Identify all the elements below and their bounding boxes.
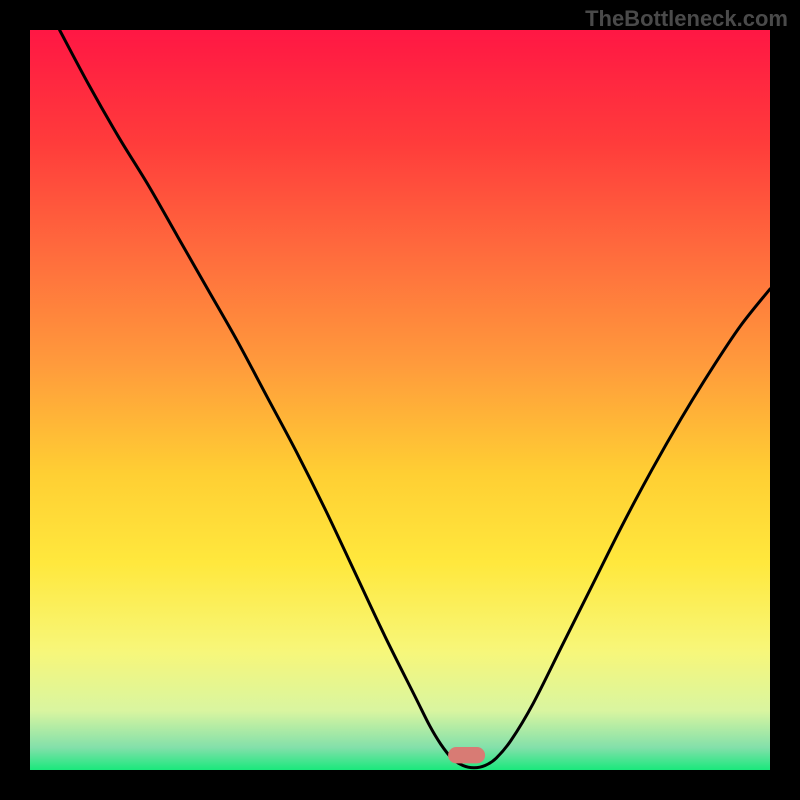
- plot-background: [30, 30, 770, 770]
- optimum-marker: [448, 747, 485, 763]
- plot-svg: [30, 30, 770, 770]
- plot-area: [30, 30, 770, 770]
- watermark-text: TheBottleneck.com: [585, 6, 788, 32]
- chart-container: TheBottleneck.com: [0, 0, 800, 800]
